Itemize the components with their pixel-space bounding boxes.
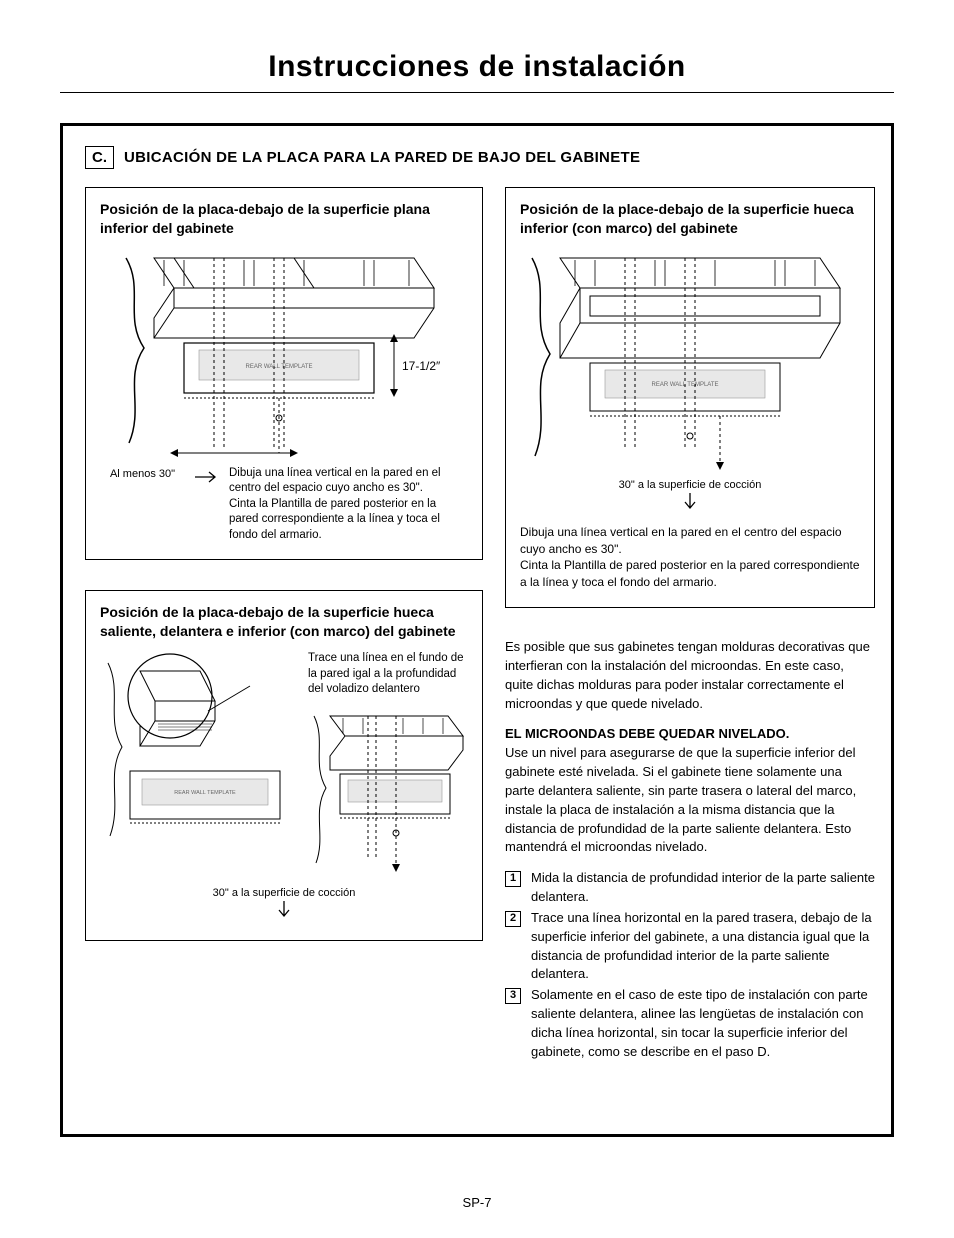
section-letter-badge: C. — [85, 146, 114, 169]
level-heading: EL MICROONDAS DEBE QUEDAR NIVELADO. — [505, 726, 789, 741]
panel-flat-bottom: Posición de la placa-debajo de la superf… — [85, 187, 483, 560]
panel2-title: Posición de la place-debajo de la superf… — [520, 200, 860, 238]
step-num-1: 1 — [505, 871, 521, 887]
step-num-3: 3 — [505, 988, 521, 1004]
panel2-cooktop-label: 30" a la superficie de cocción — [520, 479, 860, 491]
step-3: 3 Solamente en el caso de este tipo de i… — [505, 986, 875, 1061]
step-3-text: Solamente en el caso de este tipo de ins… — [531, 986, 875, 1061]
panel1-min-width-label: Al menos 30" — [100, 466, 185, 480]
panel-recessed-bottom: Posición de la place-debajo de la superf… — [505, 187, 875, 608]
illustration-overhang-inset — [308, 708, 468, 878]
level-body: Use un nivel para asegurarse de que la s… — [505, 745, 856, 854]
main-content-box: C. UBICACIÓN DE LA PLACA PARA LA PARED D… — [60, 123, 894, 1137]
arrow-right-icon — [195, 471, 219, 483]
svg-text:REAR WALL TEMPLATE: REAR WALL TEMPLATE — [174, 790, 236, 796]
step-2: 2 Trace una línea horizontal en la pared… — [505, 909, 875, 984]
panel2-caption: Dibuja una línea vertical en la pared en… — [520, 524, 860, 591]
section-header: C. UBICACIÓN DE LA PLACA PARA LA PARED D… — [85, 146, 869, 169]
dim-17-half: 17-1/2″ — [402, 359, 441, 373]
right-column: Posición de la place-debajo de la superf… — [505, 187, 875, 1064]
step-1: 1 Mida la distancia de profundidad inter… — [505, 869, 875, 907]
body-intro: Es posible que sus gabinetes tengan mold… — [505, 638, 875, 713]
page-footer: SP-7 — [0, 1195, 954, 1210]
panel1-title: Posición de la placa-debajo de la superf… — [100, 200, 468, 238]
panel3-note: Trace una línea en el fundo de la pared … — [308, 651, 468, 698]
page-title: Instrucciones de instalación — [60, 50, 894, 93]
illustration-overhang-main: REAR WALL TEMPLATE — [100, 651, 300, 851]
step-2-text: Trace una línea horizontal en la pared t… — [531, 909, 875, 984]
illustration-recessed-cabinet: REAR WALL TEMPLATE — [520, 248, 860, 473]
step-num-2: 2 — [505, 911, 521, 927]
arrow-down-icon — [277, 901, 291, 919]
numbered-steps: 1 Mida la distancia de profundidad inter… — [505, 869, 875, 1061]
illustration-flat-cabinet: REAR WALL TEMPLATE — [114, 248, 454, 458]
arrow-down-icon — [683, 493, 697, 511]
left-column: Posición de la placa-debajo de la superf… — [85, 187, 483, 1064]
body-text-block: Es posible que sus gabinetes tengan mold… — [505, 638, 875, 1064]
step-1-text: Mida la distancia de profundidad interio… — [531, 869, 875, 907]
panel1-caption: Dibuja una línea vertical en la pared en… — [229, 466, 468, 544]
section-title: UBICACIÓN DE LA PLACA PARA LA PARED DE B… — [124, 149, 640, 166]
panel3-cooktop-label: 30" a la superficie de cocción — [100, 887, 468, 899]
svg-text:REAR WALL TEMPLATE: REAR WALL TEMPLATE — [245, 364, 312, 370]
panel-front-overhang: Posición de la placa-debajo de la superf… — [85, 590, 483, 940]
panel3-title: Posición de la placa-debajo de la superf… — [100, 603, 468, 641]
two-column-layout: Posición de la placa-debajo de la superf… — [85, 187, 869, 1064]
